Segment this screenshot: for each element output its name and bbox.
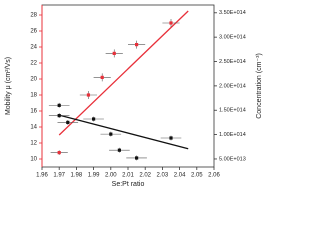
point <box>57 103 61 107</box>
y2-tick-label: 3.50E+014 <box>219 10 246 16</box>
x-tick-label: 1.98 <box>71 173 83 179</box>
point <box>169 21 173 25</box>
point <box>66 120 70 125</box>
point <box>57 151 61 155</box>
y-tick-label: 22 <box>30 61 37 67</box>
y-tick-label: 26 <box>30 29 37 35</box>
y-tick-label: 24 <box>30 45 37 51</box>
plot-frame <box>41 4 215 168</box>
y-tick-label: 16 <box>30 109 37 115</box>
point <box>109 132 113 136</box>
point <box>169 136 173 140</box>
point <box>112 51 116 55</box>
y2-tick-label: 1.00E+014 <box>219 132 246 138</box>
x-tick-label: 2.06 <box>208 173 220 179</box>
y2-tick-label: 3.00E+014 <box>219 35 246 41</box>
point <box>117 148 121 152</box>
y-tick-label: 18 <box>30 93 37 99</box>
point <box>135 43 139 47</box>
x-tick-label: 2.05 <box>191 173 203 179</box>
point <box>86 93 91 97</box>
x-tick-label: 2.00 <box>105 173 117 179</box>
x-tick-label: 2.02 <box>139 173 151 179</box>
y2-tick-label: 1.50E+014 <box>219 108 246 114</box>
x-tick-label: 2.03 <box>157 173 169 179</box>
y2-tick-label: 2.50E+014 <box>219 59 246 65</box>
x-tick-label: 1.97 <box>53 173 65 179</box>
chart: Se:Pt ratio Mobility μ (cm²/Vs) Concentr… <box>5 4 263 188</box>
point <box>92 117 96 121</box>
point <box>100 75 104 79</box>
x-tick-label: 2.04 <box>174 173 186 179</box>
y-axis-title: Mobility μ (cm²/Vs) <box>5 57 12 115</box>
y-tick-label: 10 <box>30 157 37 163</box>
x-tick-label: 1.99 <box>88 173 100 179</box>
fit-line <box>59 114 189 150</box>
y-tick-label: 14 <box>30 125 37 131</box>
point <box>57 113 61 118</box>
y-tick-label: 20 <box>30 77 37 83</box>
y2-tick-label: 2.00E+014 <box>219 83 246 89</box>
x-tick-label: 1.96 <box>36 173 48 179</box>
point <box>135 156 139 160</box>
x-tick-label: 2.01 <box>122 173 134 179</box>
y2-axis-title: Concentration (cm⁻³) <box>256 53 263 119</box>
y2-tick-label: 5.00E+013 <box>219 156 246 162</box>
x-axis-title: Se:Pt ratio <box>112 181 145 188</box>
y-tick-label: 12 <box>30 141 37 147</box>
fit-line <box>58 10 189 136</box>
y-tick-label: 28 <box>30 13 37 19</box>
